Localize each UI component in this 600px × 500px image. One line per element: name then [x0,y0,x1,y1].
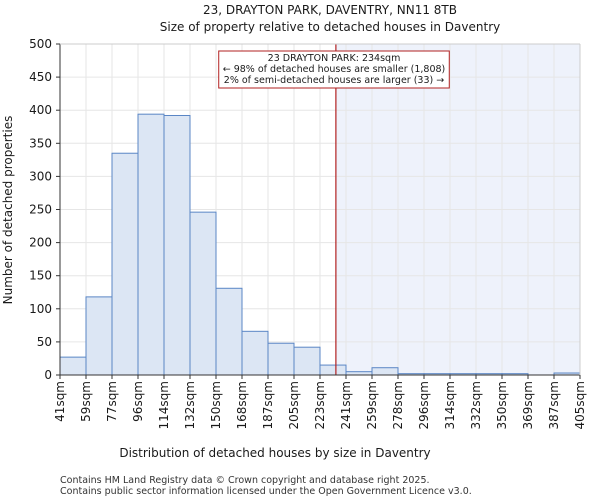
histogram-bar [319,364,347,376]
x-tick-label: 77sqm [105,381,119,422]
x-tick-label: 278sqm [391,381,405,429]
x-tick-label: 369sqm [521,381,535,429]
y-axis-label: Number of detached properties [1,116,15,305]
y-tick-label: 200 [29,236,52,250]
y-tick-label: 250 [29,203,52,217]
chart-title: 23, DRAYTON PARK, DAVENTRY, NN11 8TB [203,3,457,17]
chart-subtitle: Size of property relative to detached ho… [160,20,500,34]
histogram-bar [85,296,113,376]
x-tick-label: 387sqm [547,381,561,429]
x-tick-label: 296sqm [417,381,431,429]
y-tick-label: 100 [29,302,52,316]
x-tick-label: 314sqm [443,381,457,429]
footer-line-2: Contains public sector information licen… [60,486,472,497]
x-tick-label: 332sqm [469,381,483,429]
x-tick-label: 150sqm [209,381,223,429]
footer-line-1: Contains HM Land Registry data © Crown c… [60,475,430,486]
x-tick-label: 259sqm [365,381,379,429]
histogram-bar [371,367,399,376]
x-tick-label: 405sqm [573,381,587,429]
histogram-bar [241,330,269,376]
y-tick-label: 400 [29,103,52,117]
histogram-bar [293,346,321,376]
y-tick-label: 50 [37,335,52,349]
y-tick-label: 350 [29,136,52,150]
annotation-box: 23 DRAYTON PARK: 234sqm ← 98% of detache… [218,50,450,89]
x-axis-label: Distribution of detached houses by size … [119,446,430,460]
annotation-line-1: 23 DRAYTON PARK: 234sqm [268,53,401,64]
y-tick-label: 500 [29,37,52,51]
histogram-bar [215,287,243,376]
bar-layer [59,113,581,376]
histogram-bar [189,211,217,376]
histogram-bar [267,342,295,376]
histogram-bar [163,114,191,376]
histogram-bar [111,152,139,376]
y-tick-label: 150 [29,269,52,283]
annotation-line-3: 2% of semi-detached houses are larger (3… [224,75,444,86]
histogram-bar [137,113,165,376]
y-tick-label: 0 [44,368,52,382]
x-tick-label: 241sqm [339,381,353,429]
x-tick-label: 168sqm [235,381,249,429]
x-tick-label: 41sqm [53,381,67,422]
x-tick-label: 96sqm [131,381,145,422]
x-tick-label: 132sqm [183,381,197,429]
x-tick-labels: 41sqm 59sqm 77sqm 96sqm 114sqm 132sqm 150sqm 16… [53,375,587,429]
histogram-bar [59,356,87,376]
annotation-border [218,50,450,89]
y-tick-label: 300 [29,169,52,183]
x-tick-label: 223sqm [313,381,327,429]
y-tick-labels: 0 50 100 150 200 250 300 350 400 450 500 [29,37,60,382]
x-tick-label: 205sqm [287,381,301,429]
x-tick-label: 187sqm [261,381,275,429]
annotation-line-2: ← 98% of detached houses are smaller (1,… [223,64,446,75]
y-tick-label: 450 [29,70,52,84]
x-tick-label: 350sqm [495,381,509,429]
x-tick-label: 59sqm [79,381,93,422]
x-tick-label: 114sqm [157,381,171,429]
